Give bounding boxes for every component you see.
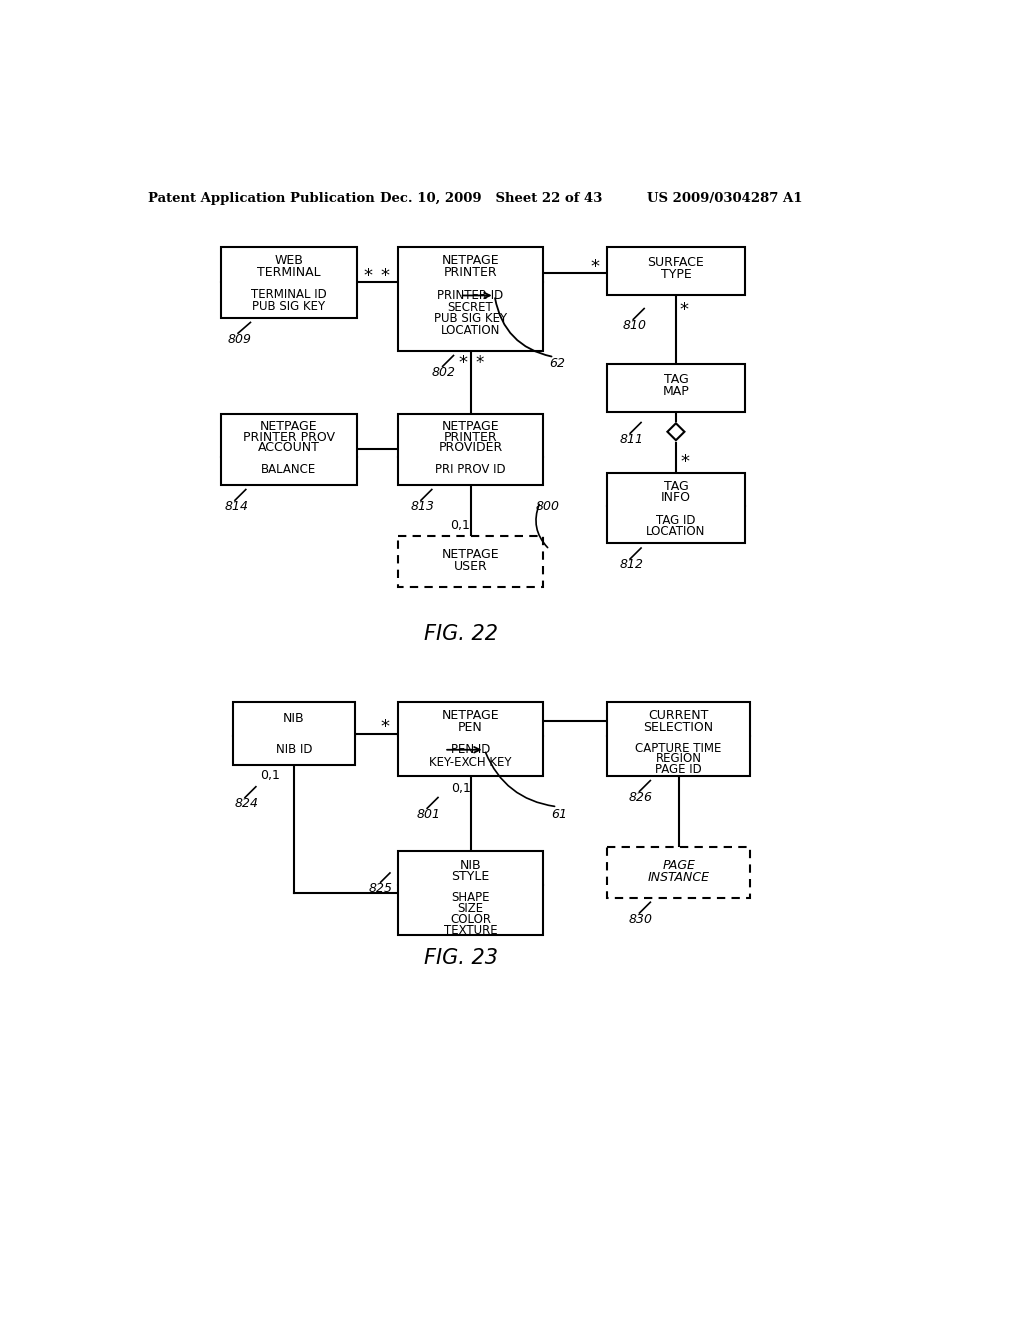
Bar [397, 247, 544, 351]
Polygon shape [668, 424, 684, 441]
Text: PRI PROV ID: PRI PROV ID [435, 463, 506, 477]
Text: PAGE: PAGE [663, 859, 695, 871]
Text: 802: 802 [432, 366, 456, 379]
Text: Dec. 10, 2009   Sheet 22 of 43: Dec. 10, 2009 Sheet 22 of 43 [380, 191, 602, 205]
Text: FIG. 23: FIG. 23 [424, 948, 499, 968]
Text: BALANCE: BALANCE [261, 463, 316, 477]
Text: TAG ID: TAG ID [656, 513, 695, 527]
Text: NETPAGE: NETPAGE [441, 709, 500, 722]
Text: PUB SIG KEY: PUB SIG KEY [252, 300, 326, 313]
Bar [221, 247, 356, 318]
Text: 825: 825 [369, 882, 392, 895]
Text: KEY-EXCH KEY: KEY-EXCH KEY [429, 755, 512, 768]
Text: WEB: WEB [274, 255, 303, 268]
Text: *: * [381, 718, 390, 737]
Text: 824: 824 [234, 797, 258, 810]
Text: 809: 809 [227, 333, 251, 346]
Bar [607, 473, 744, 544]
Text: US 2009/0304287 A1: US 2009/0304287 A1 [647, 191, 803, 205]
Text: INFO: INFO [660, 491, 691, 504]
Text: PROVIDER: PROVIDER [438, 441, 503, 454]
Text: PRINTER: PRINTER [443, 265, 498, 279]
Text: SECRET: SECRET [447, 301, 494, 314]
Text: FIG. 22: FIG. 22 [424, 624, 499, 644]
Text: 62: 62 [550, 356, 565, 370]
Text: ACCOUNT: ACCOUNT [258, 441, 319, 454]
Text: PRINTER ID: PRINTER ID [437, 289, 504, 302]
Text: 801: 801 [417, 808, 440, 821]
Bar [607, 702, 751, 776]
Text: 830: 830 [629, 912, 652, 925]
Text: 814: 814 [225, 500, 249, 513]
Text: SURFACE: SURFACE [647, 256, 705, 269]
Text: CAPTURE TIME: CAPTURE TIME [636, 742, 722, 755]
Bar [607, 847, 751, 898]
Text: SIZE: SIZE [458, 902, 483, 915]
Text: *: * [459, 354, 467, 372]
Text: TAG: TAG [664, 480, 688, 492]
Text: REGION: REGION [655, 752, 701, 766]
Bar [607, 247, 744, 294]
Bar [607, 364, 744, 412]
Text: TERMINAL ID: TERMINAL ID [251, 288, 327, 301]
Text: STYLE: STYLE [452, 870, 489, 883]
Text: SELECTION: SELECTION [643, 721, 714, 734]
Text: TERMINAL: TERMINAL [257, 265, 321, 279]
Text: COLOR: COLOR [451, 912, 492, 925]
Text: 810: 810 [623, 319, 646, 333]
Text: *: * [476, 354, 484, 372]
Text: *: * [590, 257, 599, 276]
Text: 800: 800 [536, 500, 560, 513]
Bar [397, 851, 544, 935]
Text: USER: USER [454, 560, 487, 573]
Text: 0,1: 0,1 [260, 770, 280, 783]
Text: *: * [381, 267, 390, 285]
Text: NETPAGE: NETPAGE [441, 548, 500, 561]
Text: 0,1: 0,1 [452, 781, 471, 795]
Text: 0,1: 0,1 [450, 519, 470, 532]
Text: PEN ID: PEN ID [451, 743, 490, 756]
Text: MAP: MAP [663, 385, 689, 399]
Text: *: * [681, 453, 690, 471]
Text: *: * [679, 301, 688, 319]
Text: LOCATION: LOCATION [646, 525, 706, 539]
Text: Patent Application Publication: Patent Application Publication [147, 191, 375, 205]
Bar [232, 702, 355, 766]
Text: 61: 61 [551, 808, 567, 821]
Text: TAG: TAG [664, 372, 688, 385]
Text: INSTANCE: INSTANCE [647, 871, 710, 884]
Text: NIB: NIB [283, 713, 305, 726]
Text: 826: 826 [629, 791, 652, 804]
Text: LOCATION: LOCATION [441, 323, 501, 337]
Text: SHAPE: SHAPE [452, 891, 489, 904]
Text: PRINTER PROV: PRINTER PROV [243, 430, 335, 444]
Text: NIB: NIB [460, 859, 481, 871]
Text: PEN: PEN [458, 721, 483, 734]
Text: *: * [362, 267, 372, 285]
Bar [221, 414, 356, 484]
Text: TYPE: TYPE [660, 268, 691, 281]
Text: PUB SIG KEY: PUB SIG KEY [434, 312, 507, 325]
Text: PAGE ID: PAGE ID [655, 763, 702, 776]
Text: NETPAGE: NETPAGE [260, 420, 317, 433]
Text: NIB ID: NIB ID [275, 743, 312, 756]
Bar [397, 536, 544, 586]
Bar [397, 702, 544, 776]
Text: NETPAGE: NETPAGE [441, 420, 500, 433]
Text: 813: 813 [410, 500, 434, 513]
Bar [397, 414, 544, 484]
Text: 812: 812 [620, 558, 643, 572]
Text: TEXTURE: TEXTURE [443, 924, 498, 937]
Text: CURRENT: CURRENT [648, 709, 709, 722]
Text: NETPAGE: NETPAGE [441, 255, 500, 268]
Text: PRINTER: PRINTER [443, 430, 498, 444]
Text: 811: 811 [620, 433, 643, 446]
